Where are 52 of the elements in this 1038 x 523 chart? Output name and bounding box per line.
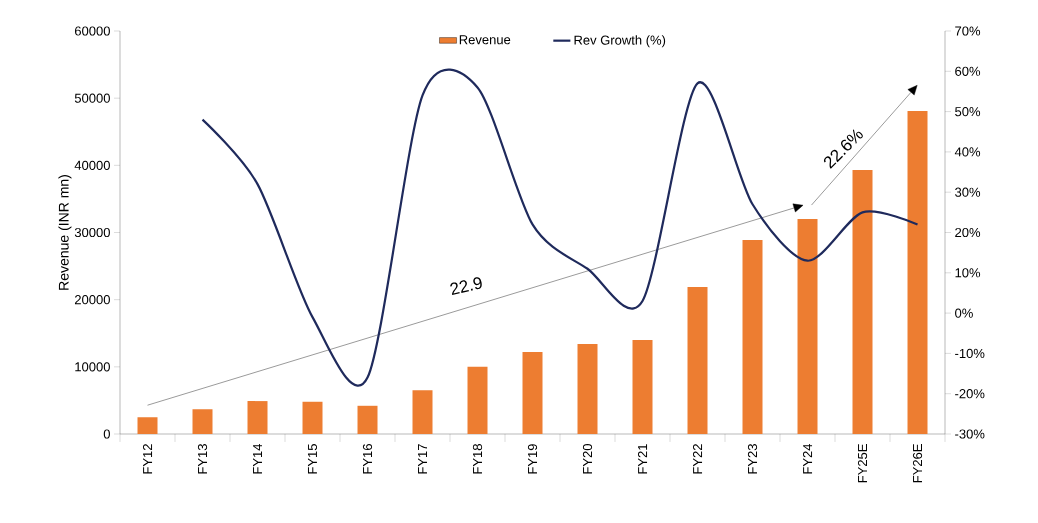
bar (137, 417, 158, 434)
x-tick-label: FY12 (142, 444, 153, 474)
bar (742, 239, 763, 434)
bar (357, 405, 378, 434)
y-tick-label: 40000 (74, 160, 110, 170)
bar (632, 339, 653, 434)
y-tick-label: 50000 (74, 93, 110, 103)
y2-tick-label: -20% (955, 389, 985, 399)
y-tick-label: 10000 (75, 362, 110, 372)
x-tick-label: FY14 (253, 443, 262, 474)
x-tick-label: FY24 (802, 443, 813, 474)
x-tick-label: FY18 (472, 444, 483, 474)
bar (467, 366, 488, 434)
y2-tick-label: -10% (955, 348, 985, 358)
bar (302, 401, 323, 434)
x-tick-label: FY15 (307, 444, 318, 474)
y2-tick-label: 10% (955, 268, 981, 278)
x-tick-label: FY21 (637, 444, 648, 474)
y-tick-label: 30000 (74, 227, 110, 238)
x-tick-label: FY16 (362, 444, 373, 474)
y2-tick-label: 20% (955, 227, 981, 238)
x-tick-label: FY22 (692, 444, 703, 474)
bar (522, 352, 543, 434)
y2-tick-label: 50% (955, 106, 981, 117)
x-tick-label: FY26E (912, 444, 923, 483)
y-tick-label: 60000 (74, 26, 110, 36)
y2-tick-label: 40% (954, 147, 981, 157)
y-axis-title: Revenue (INR mn) (58, 175, 72, 290)
legend-label: Rev Growth (%) (574, 35, 666, 48)
y-tick-label: 20000 (74, 295, 110, 305)
x-tick-label: FY23 (747, 444, 758, 474)
y2-tick-label: 0% (955, 308, 973, 318)
x-tick-label: FY17 (418, 444, 427, 474)
bar (192, 409, 213, 434)
y-tick-label: 0 (103, 429, 110, 439)
bar (687, 286, 708, 434)
bar (412, 390, 433, 434)
x-tick-label: FY20 (582, 444, 593, 474)
bar (907, 110, 928, 434)
x-tick-label: FY19 (527, 444, 538, 474)
y2-tick-label: 70% (955, 26, 981, 36)
x-tick-label: FY13 (197, 444, 208, 474)
y2-tick-label: -30% (955, 429, 985, 439)
bar (247, 401, 268, 434)
y2-tick-label: 30% (955, 187, 981, 197)
x-tick-label: FY25E (857, 444, 868, 483)
bar (852, 170, 873, 434)
y2-tick-label: 60% (955, 66, 981, 76)
bar (577, 344, 598, 434)
annotation: 22.9 (450, 277, 482, 296)
legend-label: Revenue (459, 35, 511, 45)
bar (797, 219, 818, 434)
